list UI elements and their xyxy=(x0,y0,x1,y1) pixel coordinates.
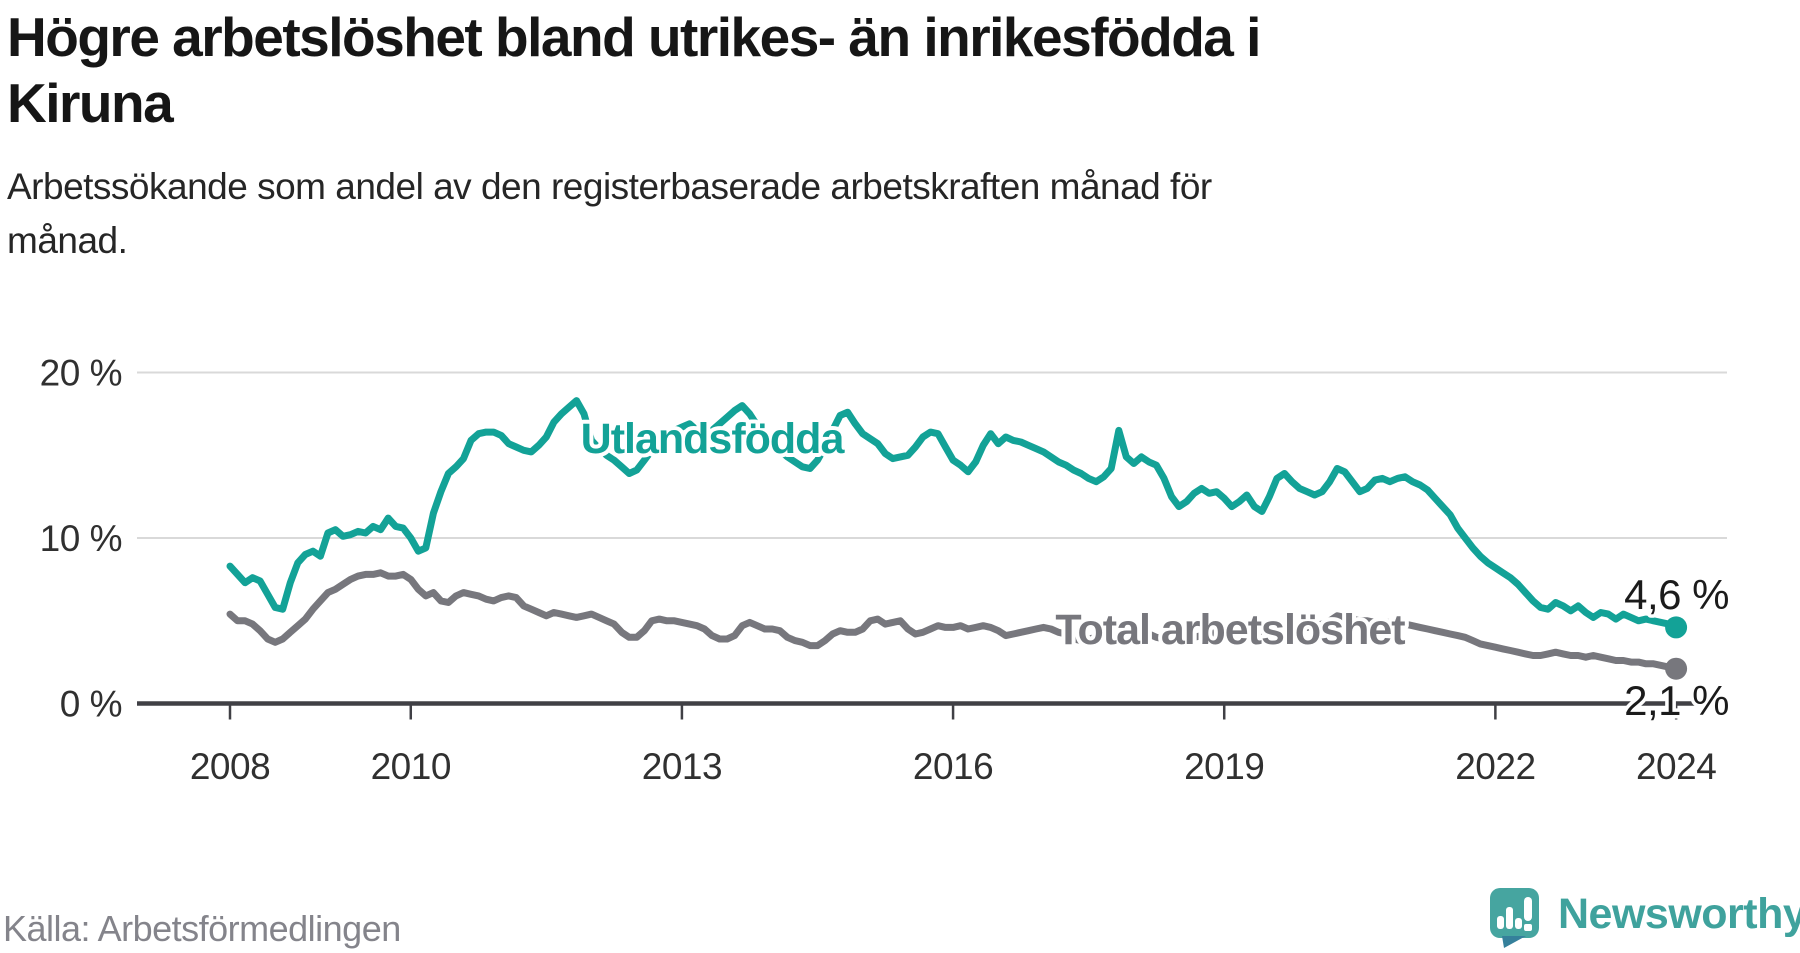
x-axis-ticks xyxy=(228,705,1678,720)
page-title-line1: Högre arbetslöshet bland utrikes- än inr… xyxy=(7,6,1261,68)
x-tick-label-2013: 2013 xyxy=(642,746,722,787)
end-dot-total-arbetsloshet xyxy=(1665,657,1688,680)
end-dot-utlandsfodda xyxy=(1665,616,1688,639)
x-tick-label-2008: 2008 xyxy=(190,746,270,787)
series-label-total-arbetsloshet: Total arbetslöshet xyxy=(1055,606,1405,654)
page-title-line2: Kiruna xyxy=(7,72,174,134)
series-label-utlandsfodda: Utlandsfödda xyxy=(581,415,846,463)
x-tick-label-2019: 2019 xyxy=(1184,746,1264,787)
x-tick-label-2010: 2010 xyxy=(371,746,451,787)
x-tick-label-2016: 2016 xyxy=(913,746,993,787)
brand-logo: Newsworthy xyxy=(1484,882,1800,948)
chart-subtitle: Arbetssökande som andel av den registerb… xyxy=(7,160,1507,267)
y-axis-labels: 0 % 10 % 20 % xyxy=(40,353,123,725)
x-tick-label-2022: 2022 xyxy=(1455,746,1535,787)
newsworthy-logo-icon xyxy=(1490,888,1539,948)
y-tick-label-0: 0 % xyxy=(60,684,122,725)
page-title: Högre arbetslöshet bland utrikes- än inr… xyxy=(7,4,1607,136)
chart-subtitle-line1: Arbetssökande som andel av den registerb… xyxy=(7,166,1212,207)
x-tick-label-2024: 2024 xyxy=(1636,746,1716,787)
x-axis-labels: 2008 2010 2013 2016 2019 2022 2024 xyxy=(190,746,1717,787)
y-tick-label-20: 20 % xyxy=(40,353,122,394)
series-line-utlandsfodda xyxy=(226,397,1680,631)
chart-subtitle-line2: månad. xyxy=(7,219,128,261)
brand-name: Newsworthy xyxy=(1558,890,1800,938)
end-value-total-arbetsloshet: 2,1 % xyxy=(1624,677,1729,724)
end-value-utlandsfodda: 4,6 % xyxy=(1624,571,1729,618)
gridlines xyxy=(137,371,1727,539)
source-note: Källa: Arbetsförmedlingen xyxy=(3,908,401,949)
series-line-total-arbetsloshet xyxy=(226,569,1680,673)
y-tick-label-10: 10 % xyxy=(40,518,122,559)
